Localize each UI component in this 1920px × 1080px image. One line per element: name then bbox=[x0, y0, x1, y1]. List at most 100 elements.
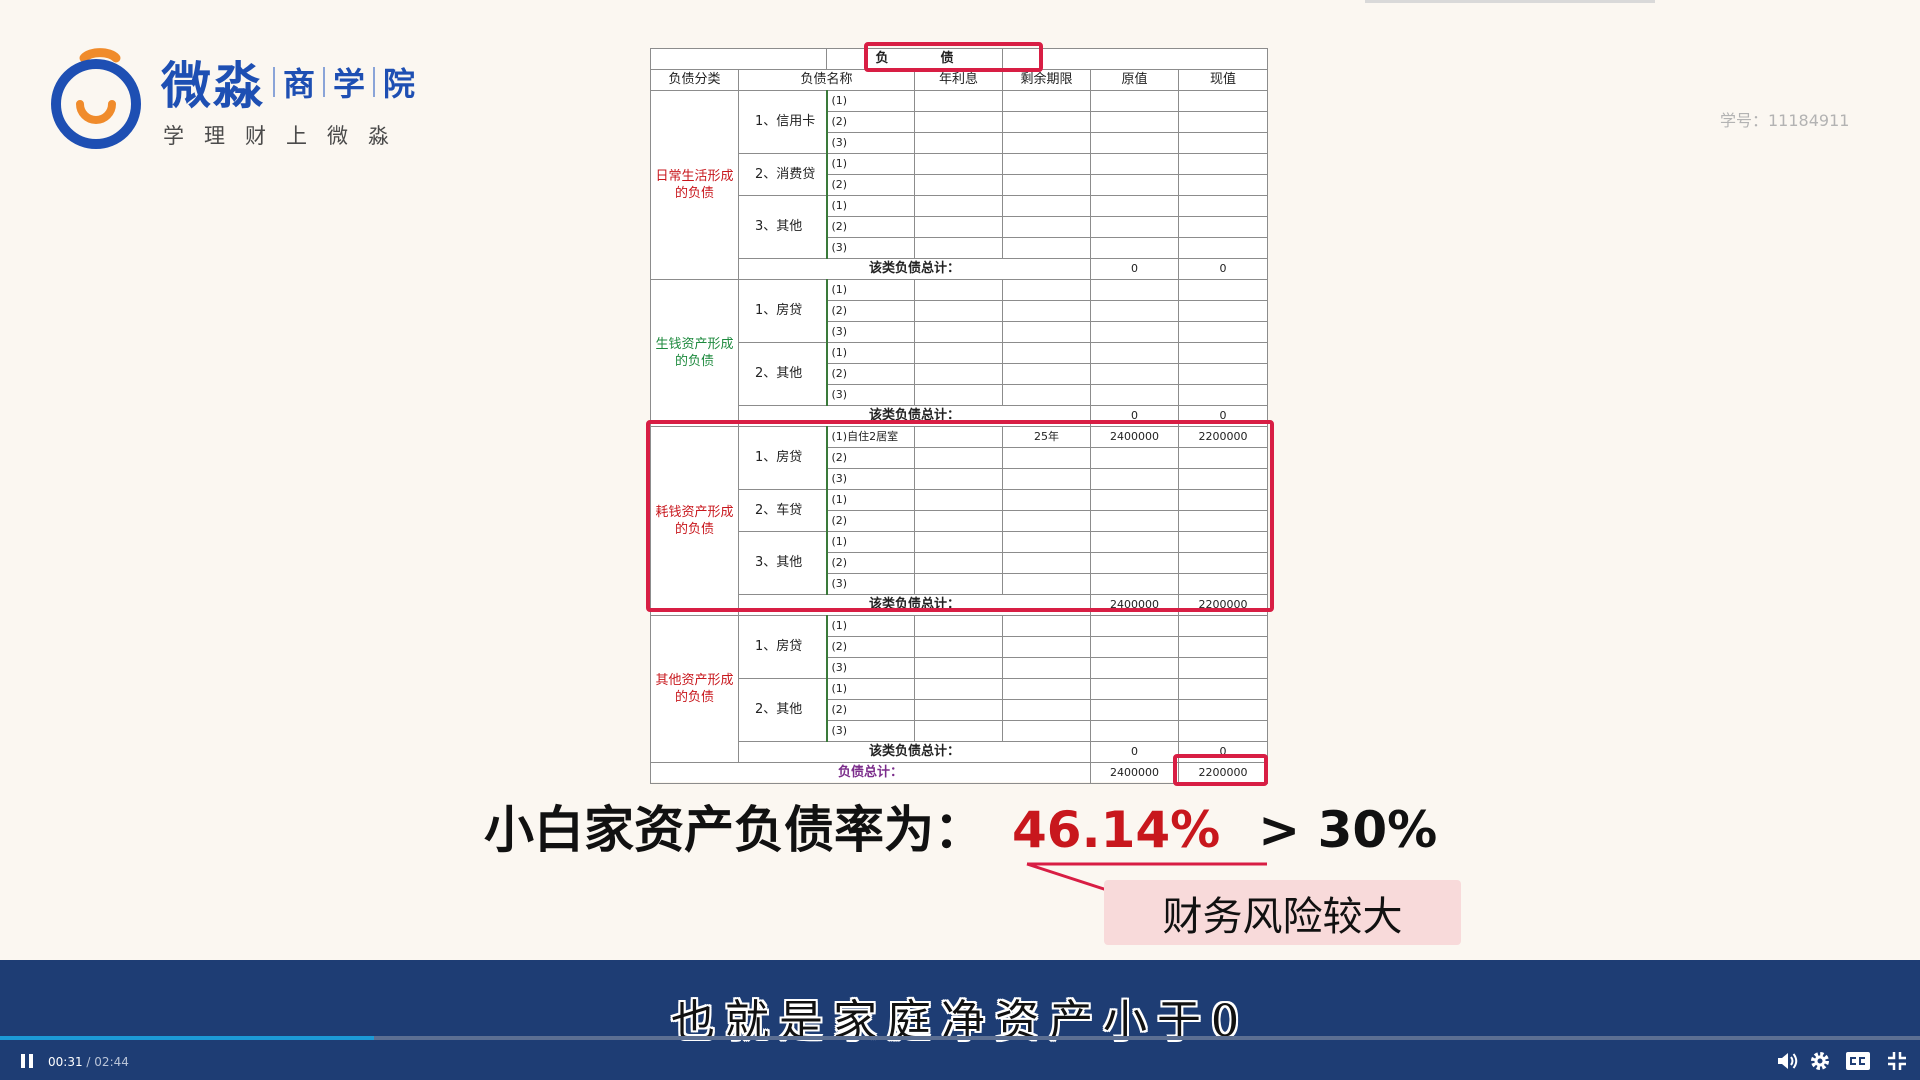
item-index: (2) bbox=[825, 510, 915, 532]
item-index: (1) bbox=[825, 90, 915, 112]
annual-interest-cell bbox=[913, 153, 1004, 175]
item-index: (1) bbox=[825, 531, 915, 553]
original-value-cell bbox=[1090, 153, 1180, 175]
annual-interest-cell bbox=[913, 111, 1004, 133]
column-header: 年利息 bbox=[913, 69, 1004, 91]
progress-track[interactable] bbox=[0, 1036, 1920, 1040]
liabilities-table: 负 债负债分类 负债名称 年利息 剩余期限 原值 现值 日常生活形成的负债 1、信用卡 (1)(… bbox=[649, 48, 1269, 784]
logo: 微淼 商 学 院 学理财上微淼 bbox=[48, 44, 448, 154]
item-index: (1) bbox=[825, 489, 915, 511]
threshold-comparison: > 30% bbox=[1258, 801, 1438, 859]
annual-interest-cell bbox=[913, 216, 1004, 238]
sub-category-label: 1、房贷 bbox=[738, 615, 827, 679]
original-value-cell bbox=[1090, 195, 1180, 217]
highlight-total-box bbox=[1173, 754, 1268, 786]
table-row: (2) bbox=[651, 363, 1269, 385]
original-value-cell bbox=[1090, 384, 1180, 406]
sub-category-label: 3、其他 bbox=[738, 195, 827, 259]
pause-button[interactable] bbox=[18, 1052, 36, 1070]
remaining-term-cell bbox=[1002, 657, 1092, 679]
remaining-term-cell bbox=[1002, 636, 1092, 658]
item-index: (3) bbox=[825, 132, 915, 154]
annual-interest-cell bbox=[913, 321, 1004, 343]
annual-interest-cell bbox=[913, 615, 1004, 637]
highlight-title-box bbox=[864, 42, 1043, 72]
original-value-cell bbox=[1090, 237, 1180, 259]
grand-total-present: 2200000 bbox=[1178, 762, 1269, 784]
original-value-cell bbox=[1090, 678, 1180, 700]
duration: 02:44 bbox=[94, 1055, 129, 1069]
remaining-term-cell: 25年 bbox=[1002, 426, 1092, 448]
column-header: 负债分类 bbox=[650, 69, 739, 91]
time-display: 00:31 / 02:44 bbox=[48, 1055, 129, 1069]
remaining-term-cell bbox=[1002, 195, 1092, 217]
present-value-cell bbox=[1178, 111, 1269, 133]
subtotal-present: 0 bbox=[1178, 258, 1269, 280]
table-row: (3) bbox=[651, 384, 1269, 406]
category-label: 其他资产形成的负债 bbox=[650, 615, 739, 763]
highlight-consumption-box bbox=[646, 420, 1274, 612]
table-row: (3) bbox=[651, 237, 1269, 259]
subtitle-toggle-button[interactable] bbox=[1845, 1051, 1871, 1071]
logo-mark-icon bbox=[51, 48, 141, 149]
original-value-cell bbox=[1090, 132, 1180, 154]
remaining-term-cell bbox=[1002, 321, 1092, 343]
settings-button[interactable] bbox=[1808, 1049, 1832, 1073]
table-row: (2) bbox=[651, 552, 1269, 574]
table-row: (2) bbox=[651, 216, 1269, 238]
original-value-cell bbox=[1090, 321, 1180, 343]
debt-ratio-value: 46.14% bbox=[1012, 801, 1221, 859]
logo-segment: 院 bbox=[383, 64, 416, 103]
logo-title: 微淼 商 学 院 bbox=[161, 54, 416, 115]
video-player-bar: 也就是家庭净资产小于0 00:31 / 02:44 bbox=[0, 960, 1920, 1080]
exit-fullscreen-button[interactable] bbox=[1886, 1050, 1908, 1072]
annual-interest-cell bbox=[913, 90, 1004, 112]
liabilities-sheet: 负 债负债分类 负债名称 年利息 剩余期限 原值 现值 日常生活形成的负债 1、信用卡 (1)(… bbox=[646, 42, 1274, 786]
present-value-cell bbox=[1178, 132, 1269, 154]
annual-interest-cell bbox=[913, 657, 1004, 679]
present-value-cell bbox=[1178, 279, 1269, 301]
column-header: 剩余期限 bbox=[1002, 69, 1092, 91]
remaining-term-cell bbox=[1002, 111, 1092, 133]
volume-button[interactable] bbox=[1775, 1049, 1799, 1073]
original-value-cell bbox=[1090, 636, 1180, 658]
annual-interest-cell bbox=[913, 363, 1004, 385]
logo-brand: 微淼 bbox=[161, 56, 265, 115]
sub-category-label: 2、车贷 bbox=[738, 489, 827, 532]
table-row: (3) bbox=[651, 657, 1269, 679]
item-index: (1) bbox=[825, 195, 915, 217]
logo-segment: 学 bbox=[333, 64, 366, 103]
original-value-cell bbox=[1090, 615, 1180, 637]
item-index: (2) bbox=[825, 300, 915, 322]
table-row: (2) bbox=[651, 111, 1269, 133]
category-label: 生钱资产形成的负债 bbox=[650, 279, 739, 427]
original-value-cell bbox=[1090, 657, 1180, 679]
item-index: (3) bbox=[825, 573, 915, 595]
item-index: (1) bbox=[825, 342, 915, 364]
pause-icon bbox=[21, 1054, 33, 1068]
logo-divider bbox=[373, 66, 376, 97]
item-index: (2) bbox=[825, 636, 915, 658]
time-separator: / bbox=[86, 1055, 91, 1069]
present-value-cell bbox=[1178, 342, 1269, 364]
table-row: 2、车贷 (1) bbox=[651, 489, 1269, 532]
remaining-term-cell bbox=[1002, 153, 1092, 175]
remaining-term-cell bbox=[1002, 174, 1092, 196]
present-value-cell bbox=[1178, 636, 1269, 658]
summary-line: 小白家资产负债率为： 46.14% > 30% bbox=[484, 790, 1437, 860]
table-row: 3、其他 (1) bbox=[651, 195, 1269, 259]
sub-category-label: 1、信用卡 bbox=[738, 90, 827, 154]
remaining-term-cell bbox=[1002, 90, 1092, 112]
item-index: (3) bbox=[825, 657, 915, 679]
table-row: 耗钱资产形成的负债 1、房贷 (1)自住2居室 25年 2400000 2200000 bbox=[650, 426, 1269, 616]
item-index: (3) bbox=[825, 321, 915, 343]
table-row: 2、其他 (1) bbox=[651, 678, 1269, 742]
remaining-term-cell bbox=[1002, 699, 1092, 721]
subtotal-row: 该类负债总计： 0 0 bbox=[651, 258, 1269, 280]
item-index: (1) bbox=[825, 678, 915, 700]
item-index: (2) bbox=[825, 699, 915, 721]
summary-label: 小白家资产负债率为： bbox=[484, 801, 984, 859]
logo-divider bbox=[323, 66, 326, 97]
item-index: (3) bbox=[825, 237, 915, 259]
annual-interest-cell bbox=[913, 678, 1004, 700]
